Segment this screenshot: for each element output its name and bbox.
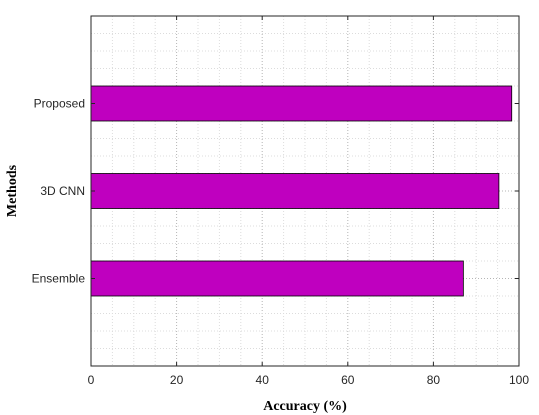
y-tick-label: Ensemble — [32, 272, 86, 286]
x-tick-label: 20 — [170, 373, 184, 387]
x-tick-label: 60 — [341, 373, 355, 387]
axis-ticks — [90, 16, 520, 366]
y-tick-labels: Ensemble 3D CNN Proposed — [32, 97, 86, 286]
bar-ensemble — [90, 260, 464, 297]
x-tick-label: 0 — [88, 373, 95, 387]
bar-proposed — [90, 85, 513, 122]
x-axis-label: Accuracy (%) — [263, 399, 347, 414]
x-tick-label: 40 — [256, 373, 270, 387]
x-tick-label: 100 — [509, 373, 529, 387]
bar-3d-cnn — [90, 173, 500, 209]
x-tick-label: 80 — [427, 373, 441, 387]
y-axis-label: Methods — [5, 164, 20, 217]
y-tick-label: Proposed — [34, 97, 85, 111]
x-tick-labels: 0 20 40 60 80 100 — [88, 373, 530, 387]
bars — [90, 85, 513, 297]
y-tick-label: 3D CNN — [40, 184, 85, 198]
